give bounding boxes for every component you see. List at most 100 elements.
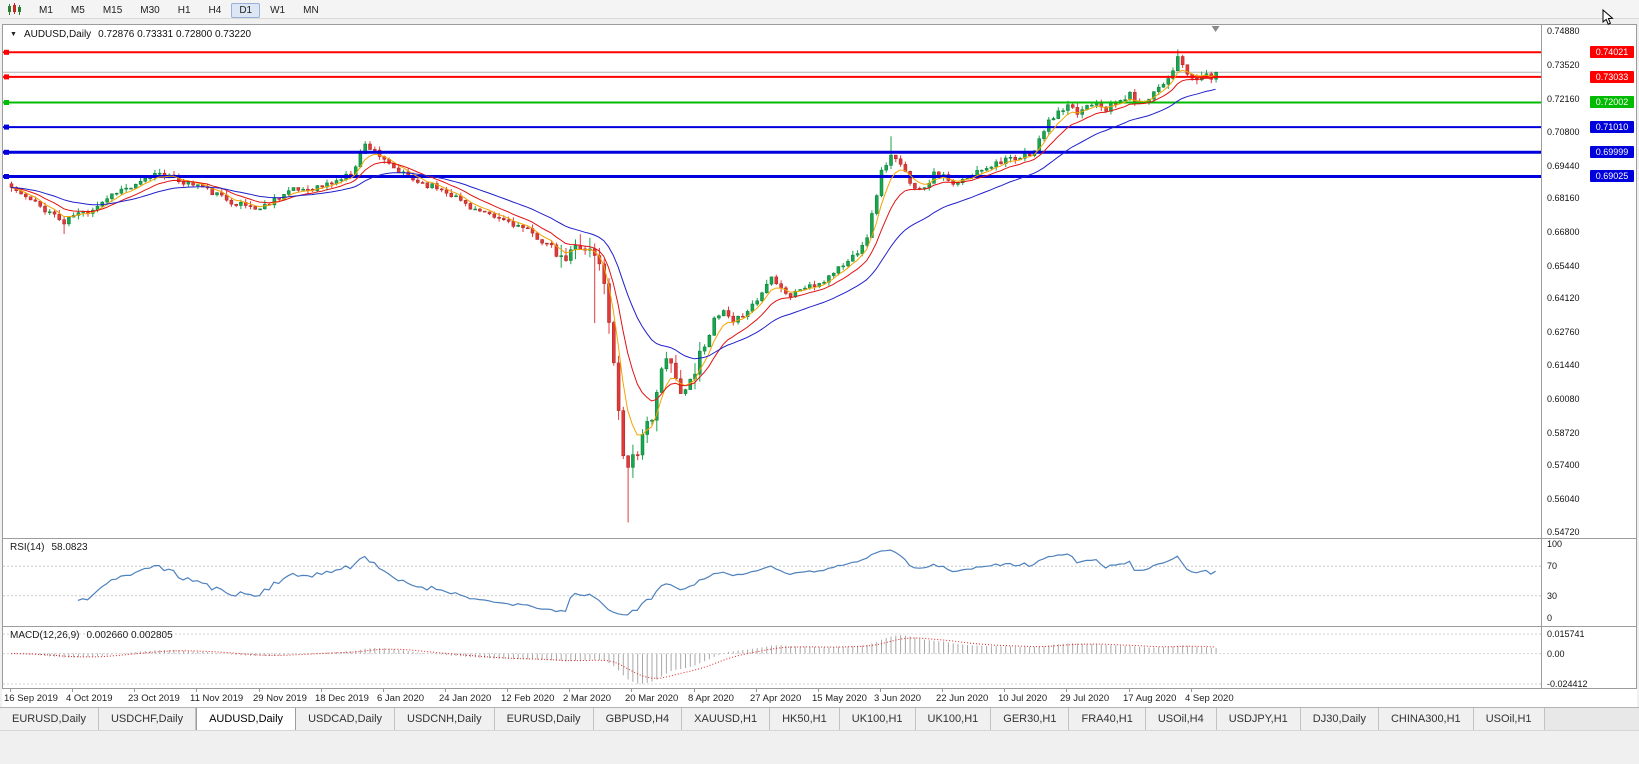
date-tick bbox=[1191, 689, 1192, 692]
period-button-h4[interactable]: H4 bbox=[208, 5, 222, 16]
price-axis[interactable]: 0.74880 0.73520 0.72160 0.70800 0.69440 0.681… bbox=[1541, 25, 1636, 538]
period-button-m1[interactable]: M1 bbox=[39, 5, 53, 16]
chart-tab-usdcnh-daily[interactable]: USDCNH,Daily bbox=[395, 708, 495, 730]
date-tick bbox=[1066, 689, 1067, 692]
date-label: 6 Jan 2020 bbox=[377, 693, 425, 704]
period-button-m15[interactable]: M15 bbox=[102, 5, 123, 16]
period-button-mn[interactable]: MN bbox=[303, 5, 319, 16]
chart-tab-fra40-h1[interactable]: FRA40,H1 bbox=[1069, 708, 1146, 730]
macd-plot[interactable] bbox=[3, 627, 1541, 688]
rsi-plot[interactable] bbox=[3, 539, 1541, 626]
chart-tab-audusd-daily[interactable]: AUDUSD,Daily bbox=[196, 708, 297, 730]
chart-tab-usoil-h4[interactable]: USOil,H4 bbox=[1145, 708, 1217, 730]
period-button-d1[interactable]: D1 bbox=[231, 3, 261, 18]
hline-price-tag: 0.69025 bbox=[1590, 170, 1634, 182]
date-label: 16 Sep 2019 bbox=[4, 693, 58, 704]
mouse-cursor-icon bbox=[1602, 8, 1614, 27]
date-tick bbox=[756, 689, 757, 692]
date-label: 20 Mar 2020 bbox=[625, 693, 679, 704]
macd-signal-line bbox=[11, 637, 1216, 679]
chart-tab-hk50-h1[interactable]: HK50,H1 bbox=[770, 708, 840, 730]
hline-price-tag: 0.71010 bbox=[1590, 121, 1634, 133]
date-label: 29 Jul 2020 bbox=[1060, 693, 1110, 704]
chart-tab-usdjpy-h1[interactable]: USDJPY,H1 bbox=[1216, 708, 1301, 730]
hline-handle bbox=[4, 174, 9, 179]
hline-price-tag: 0.72002 bbox=[1590, 96, 1634, 108]
price-tick-label: 0.73520 bbox=[1547, 60, 1580, 70]
date-tick bbox=[942, 689, 943, 692]
date-tick bbox=[631, 689, 632, 692]
macd-indicator-values: 0.002660 0.002805 bbox=[86, 630, 173, 641]
price-tick-label: 0.62760 bbox=[1547, 327, 1580, 337]
hline-price-tag: 0.74021 bbox=[1590, 46, 1634, 58]
main-chart-panel[interactable]: 0.74880 0.73520 0.72160 0.70800 0.69440 0.681… bbox=[2, 24, 1637, 539]
chart-tab-usdchf-daily[interactable]: USDCHF,Daily bbox=[98, 708, 197, 730]
hline-handle bbox=[4, 49, 9, 55]
date-label: 8 Apr 2020 bbox=[688, 693, 734, 704]
main-plot[interactable] bbox=[3, 25, 1541, 538]
macd-axis-label: 0.00 bbox=[1547, 649, 1565, 659]
macd-axis-label: -0.024412 bbox=[1547, 679, 1588, 689]
date-axis[interactable]: 16 Sep 2019 4 Oct 2019 23 Oct 2019 11 Nov 2… bbox=[2, 689, 1637, 707]
chart-tab-dj30-daily[interactable]: DJ30,Daily bbox=[1300, 708, 1379, 730]
chart-tab-ger30-h1[interactable]: GER30,H1 bbox=[991, 708, 1070, 730]
rsi-level-label: 0 bbox=[1547, 613, 1553, 623]
date-label: 12 Feb 2020 bbox=[501, 693, 555, 704]
ma-mid-line bbox=[10, 76, 1216, 402]
date-tick bbox=[818, 689, 819, 692]
price-tick-label: 0.72160 bbox=[1547, 94, 1580, 104]
charts-toolbar-icon[interactable] bbox=[4, 2, 24, 16]
date-label: 23 Oct 2019 bbox=[128, 693, 180, 704]
date-label: 18 Dec 2019 bbox=[315, 693, 369, 704]
date-label: 27 Apr 2020 bbox=[750, 693, 802, 704]
period-button-m5[interactable]: M5 bbox=[70, 5, 85, 16]
price-tick-label: 0.58720 bbox=[1547, 428, 1580, 438]
rsi-label: RSI(14) 58.0823 bbox=[10, 542, 88, 553]
price-tick-label: 0.74880 bbox=[1547, 26, 1580, 36]
chart-tabs-bar: EURUSD,Daily USDCHF,Daily AUDUSD,Daily USDC… bbox=[0, 707, 1639, 730]
rsi-line bbox=[77, 549, 1216, 616]
period-button-w1[interactable]: W1 bbox=[270, 5, 286, 16]
price-tick-label: 0.64120 bbox=[1547, 293, 1580, 303]
chart-tab-uk100-h1[interactable]: UK100,H1 bbox=[915, 708, 992, 730]
date-label: 15 May 2020 bbox=[812, 693, 867, 704]
ohlc-values: 0.72876 0.73331 0.72800 0.73220 bbox=[98, 29, 252, 40]
macd-axis: 0.015741 0.00 -0.024412 bbox=[1541, 627, 1636, 689]
date-label: 17 Aug 2020 bbox=[1123, 693, 1177, 704]
shift-marker-icon bbox=[1211, 26, 1220, 32]
period-button-h1[interactable]: H1 bbox=[177, 5, 191, 16]
date-tick bbox=[445, 689, 446, 692]
rsi-indicator-name: RSI(14) bbox=[10, 542, 45, 553]
date-tick bbox=[196, 689, 197, 692]
date-label: 22 Jun 2020 bbox=[936, 693, 989, 704]
hline-handle bbox=[4, 149, 9, 155]
rsi-panel[interactable]: 100 70 30 0 RSI(14) 58.0823 bbox=[2, 538, 1637, 627]
one-click-trading-icon[interactable]: ▼ bbox=[10, 31, 17, 38]
price-tick-label: 0.70800 bbox=[1547, 127, 1580, 137]
date-tick bbox=[880, 689, 881, 692]
ma-slow-line bbox=[10, 88, 1216, 360]
date-label: 4 Oct 2019 bbox=[66, 693, 113, 704]
chart-tab-china300-h1[interactable]: CHINA300,H1 bbox=[1378, 708, 1474, 730]
date-label: 4 Sep 2020 bbox=[1185, 693, 1234, 704]
date-tick bbox=[321, 689, 322, 692]
rsi-indicator-value: 58.0823 bbox=[51, 542, 88, 553]
chart-tab-eurusd-daily[interactable]: EURUSD,Daily bbox=[0, 708, 99, 730]
period-button-m30[interactable]: M30 bbox=[140, 5, 160, 16]
price-tick-label: 0.60080 bbox=[1547, 394, 1580, 404]
chart-tab-eurusd-daily[interactable]: EURUSD,Daily bbox=[494, 708, 594, 730]
macd-indicator-name: MACD(12,26,9) bbox=[10, 630, 80, 641]
chart-tab-gbpusd-h4[interactable]: GBPUSD,H4 bbox=[593, 708, 683, 730]
macd-panel[interactable]: 0.015741 0.00 -0.024412 MACD(12,26,9) 0.00… bbox=[2, 626, 1637, 689]
chart-tab-usoil-h1[interactable]: USOil,H1 bbox=[1473, 708, 1545, 730]
timeframe-toolbar: M1 M5 M15 M30 H1 H4 D1 W1 MN bbox=[0, 0, 1639, 19]
price-tick-label: 0.69440 bbox=[1547, 161, 1580, 171]
date-tick bbox=[259, 689, 260, 692]
chart-tab-uk100-h1[interactable]: UK100,H1 bbox=[839, 708, 916, 730]
date-tick bbox=[1004, 689, 1005, 692]
chart-tab-usdcad-daily[interactable]: USDCAD,Daily bbox=[296, 708, 396, 730]
hline-handle bbox=[4, 124, 9, 130]
date-label: 2 Mar 2020 bbox=[563, 693, 612, 704]
chart-tab-xauusd-h1[interactable]: XAUUSD,H1 bbox=[682, 708, 771, 730]
chart-title: ▼ AUDUSD,Daily 0.72876 0.73331 0.72800 0… bbox=[10, 29, 251, 40]
